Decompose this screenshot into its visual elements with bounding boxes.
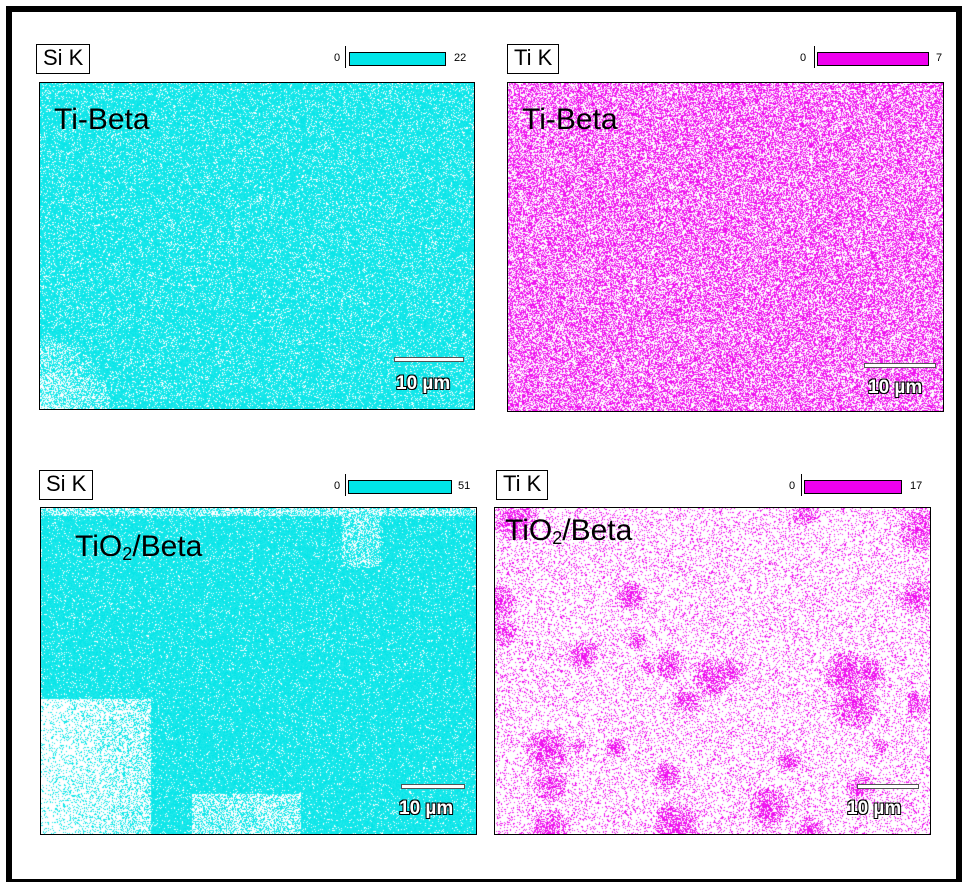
sample-label: Ti-Beta	[54, 103, 150, 136]
scale-bar-line	[864, 363, 936, 368]
scale-bar-text: 10 µm	[868, 377, 923, 398]
scale-max: 17	[910, 480, 923, 492]
scale-bar-text: 10 µm	[847, 798, 902, 819]
scale-bar-line	[394, 357, 464, 362]
scale-axis	[814, 46, 815, 68]
figure-frame	[6, 6, 962, 882]
element-map: Ti-Beta 10 µm	[507, 82, 944, 412]
scale-max: 22	[454, 52, 467, 64]
scale-bar-text: 10 µm	[396, 373, 451, 394]
element-label: Ti K	[496, 470, 549, 500]
map-image	[40, 83, 474, 409]
map-image	[508, 83, 943, 411]
intensity-scale-bar	[349, 52, 446, 66]
element-map: Ti-Beta 10 µm	[39, 82, 475, 410]
intensity-scale-bar	[804, 480, 902, 494]
scale-axis	[801, 474, 802, 496]
map-image	[495, 508, 930, 834]
map-image	[41, 508, 476, 834]
element-map: TiO2/Beta 10 µm	[494, 507, 931, 835]
scale-axis	[345, 474, 346, 496]
element-label: Si K	[36, 44, 91, 74]
scale-axis	[345, 46, 346, 68]
sample-label: Ti-Beta	[522, 103, 618, 136]
element-label: Ti K	[507, 44, 560, 74]
sample-label: TiO2/Beta	[75, 530, 203, 564]
scale-min: 0	[800, 52, 807, 64]
intensity-scale-bar	[817, 52, 929, 66]
element-map: TiO2/Beta 10 µm	[40, 507, 477, 835]
scale-bar-line	[857, 784, 919, 789]
scale-min: 0	[334, 52, 341, 64]
scale-bar-text: 10 µm	[399, 798, 454, 819]
intensity-scale-bar	[348, 480, 452, 494]
scale-min: 0	[334, 480, 341, 492]
element-label: Si K	[39, 470, 94, 500]
scale-bar-line	[401, 784, 465, 789]
sample-label: TiO2/Beta	[505, 514, 633, 548]
scale-min: 0	[789, 480, 796, 492]
scale-max: 51	[458, 480, 471, 492]
scale-max: 7	[936, 52, 943, 64]
